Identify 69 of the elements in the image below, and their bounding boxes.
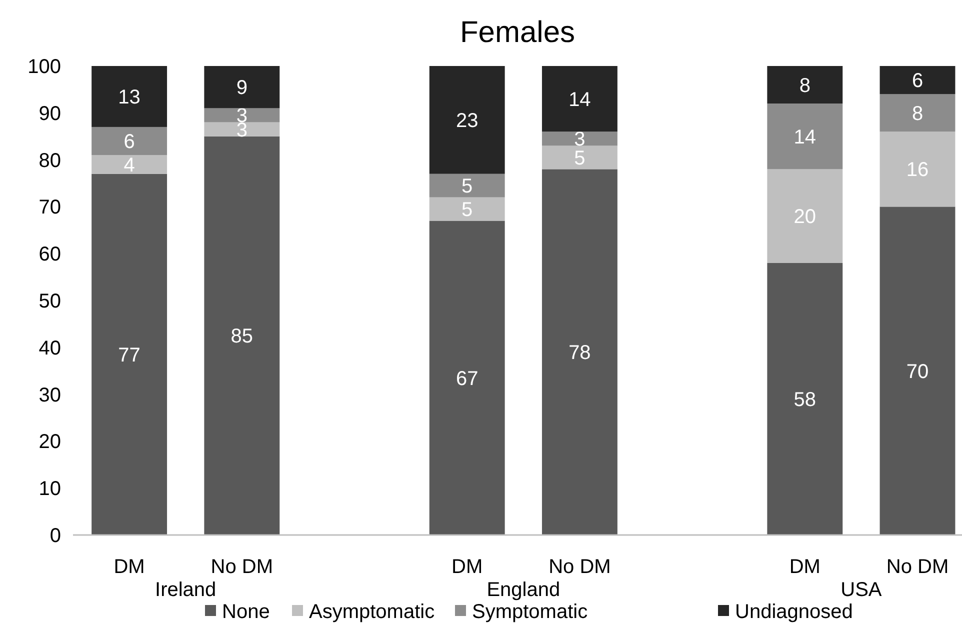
y-tick-label: 80 <box>38 150 61 172</box>
data-label: 6 <box>912 70 924 92</box>
bar <box>204 108 280 122</box>
y-tick-label: 90 <box>38 102 61 125</box>
bar <box>880 132 956 207</box>
y-tick-label: 50 <box>38 290 61 312</box>
data-label: 14 <box>794 126 816 148</box>
x-tick-label: No DM <box>210 556 274 578</box>
bar <box>92 174 168 535</box>
bar <box>92 155 168 174</box>
data-label: 77 <box>118 344 140 366</box>
text: England <box>486 579 560 601</box>
bar <box>880 66 956 94</box>
data-label: 85 <box>230 326 254 348</box>
y-tick-label: 20 <box>38 431 61 454</box>
y-tick-label: 10 <box>38 478 61 500</box>
bar <box>204 122 280 136</box>
data-label: 6 <box>124 131 135 154</box>
text: Ireland <box>155 579 216 601</box>
y-tick-label: 100 <box>28 56 61 78</box>
x-tick-label: DM <box>114 556 145 578</box>
data-label: 67 <box>456 368 478 390</box>
data-label: 8 <box>912 102 924 125</box>
legend-label: Undiagnosed <box>735 601 853 623</box>
bar <box>767 104 843 170</box>
y-tick-label: 70 <box>38 196 61 219</box>
data-label: 14 <box>568 88 591 111</box>
legend-label: Asymptomatic <box>309 601 435 623</box>
y-tick-label: 30 <box>38 384 61 406</box>
bar <box>767 262 843 535</box>
bar <box>429 197 505 221</box>
y-tick-label: 0 <box>50 525 61 547</box>
bar <box>204 66 280 108</box>
bar <box>542 66 618 132</box>
data-label: 8 <box>799 74 810 97</box>
bar <box>767 66 843 104</box>
data-label: 20 <box>794 206 816 228</box>
x-tick-label: No DM <box>548 556 611 578</box>
bar <box>880 206 956 535</box>
bar <box>429 220 505 535</box>
bar <box>880 94 956 132</box>
data-label: 16 <box>906 159 929 182</box>
chart-title: Females <box>460 16 576 49</box>
bar <box>767 169 843 263</box>
bar <box>542 169 618 535</box>
data-label: 13 <box>118 86 140 108</box>
data-label: 58 <box>794 388 816 411</box>
data-label: 5 <box>462 199 473 222</box>
data-label: 70 <box>906 360 929 383</box>
x-tick-label: DM <box>452 556 483 578</box>
x-tick-label: No DM <box>886 556 949 578</box>
data-label: 23 <box>456 110 478 132</box>
bar <box>429 66 505 174</box>
bar <box>542 132 618 146</box>
data-label: 5 <box>462 176 473 198</box>
legend-label: None <box>222 601 270 623</box>
y-tick-label: 40 <box>38 337 61 360</box>
x-tick-label: DM <box>789 556 820 578</box>
data-label: 78 <box>568 342 591 364</box>
bar <box>204 136 280 535</box>
text: USA <box>840 579 882 601</box>
bar <box>542 146 618 170</box>
data-label: 4 <box>124 154 135 176</box>
bar <box>92 126 168 156</box>
bar <box>429 174 505 198</box>
bar <box>92 66 168 127</box>
data-label: 9 <box>236 77 248 100</box>
legend-label: Symptomatic <box>472 601 588 623</box>
y-tick-label: 60 <box>38 244 61 266</box>
